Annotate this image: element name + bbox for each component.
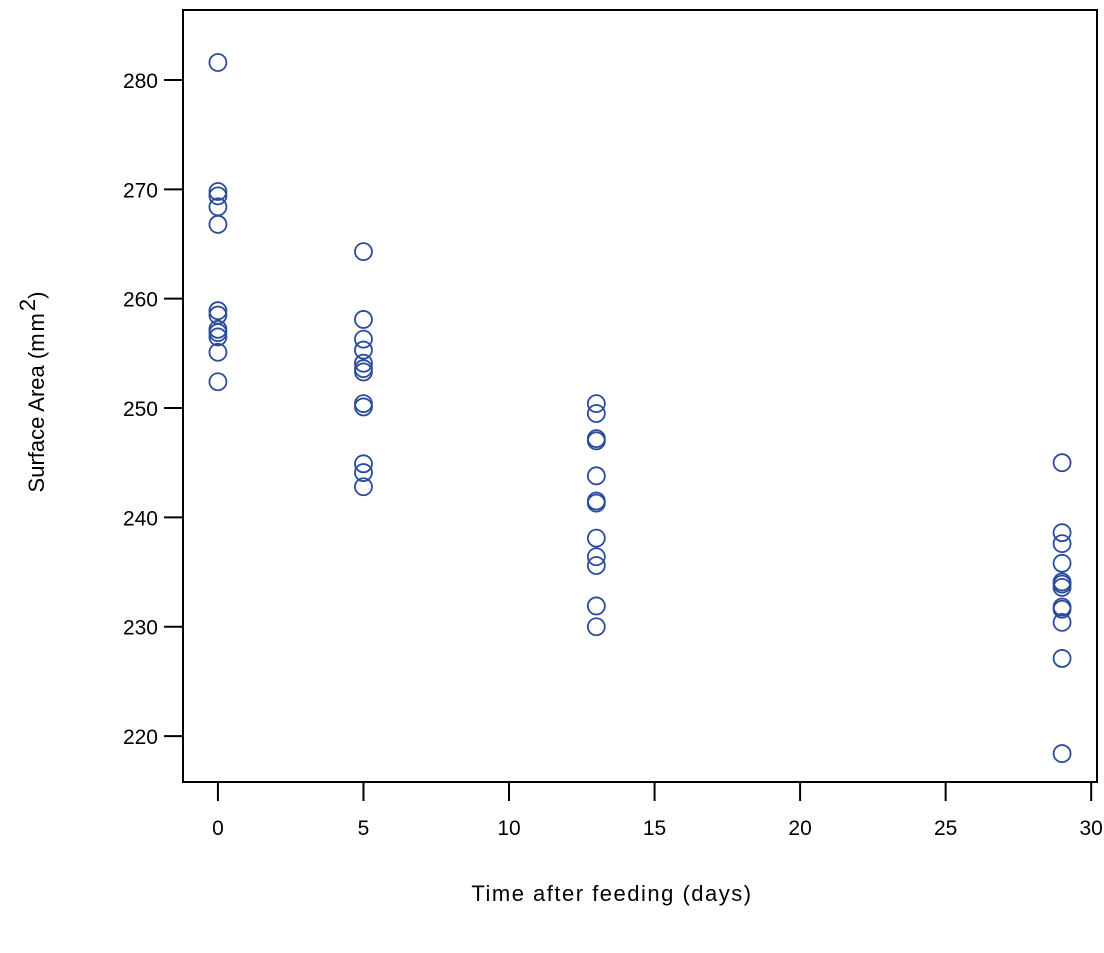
x-tick-label: 30 (1079, 817, 1102, 840)
data-point (208, 301, 228, 321)
data-point (208, 342, 228, 362)
plot-frame (182, 9, 1098, 783)
data-point (354, 454, 373, 474)
data-point (208, 327, 228, 347)
y-tick-label: 220 (123, 726, 158, 749)
data-point (586, 493, 606, 513)
y-tick-label: 240 (123, 507, 158, 530)
data-point (208, 323, 228, 342)
data-point (586, 466, 606, 486)
data-point (208, 182, 228, 201)
y-axis-title-superscript: 2 (15, 299, 40, 311)
y-axis-title-prefix: Surface Area ( (24, 351, 49, 492)
y-tick-label: 250 (123, 398, 158, 421)
data-point (208, 214, 228, 234)
data-point (354, 463, 373, 482)
data-point (1052, 599, 1072, 619)
x-tick-label: 5 (358, 817, 370, 840)
data-point (586, 404, 606, 423)
data-point (354, 397, 373, 417)
data-point (586, 394, 606, 414)
data-point (1052, 649, 1072, 668)
y-axis-title-suffix: ) (24, 292, 49, 299)
data-point (208, 186, 228, 206)
data-point (354, 362, 373, 382)
y-tick-label: 270 (123, 179, 158, 202)
y-tick-label: 280 (123, 70, 158, 93)
data-point (586, 528, 606, 548)
y-axis-title-unit: mm (24, 311, 49, 352)
data-point (354, 310, 373, 329)
data-point (354, 329, 373, 349)
data-point (208, 372, 228, 392)
y-tick-label: 260 (123, 289, 158, 312)
data-point (586, 431, 606, 451)
x-tick-label: 0 (212, 817, 224, 840)
x-tick-label: 15 (643, 817, 666, 840)
data-point (1052, 553, 1072, 573)
x-tick-label: 10 (497, 817, 520, 840)
data-point (1052, 612, 1072, 632)
data-point (1052, 577, 1072, 597)
data-point (1052, 744, 1072, 763)
data-point (586, 556, 606, 575)
data-points (208, 53, 1072, 763)
x-tick-label: 25 (934, 817, 957, 840)
x-axis: 0 5 10 15 20 25 30 (212, 782, 1103, 840)
y-axis: 220 230 240 250 260 270 280 (123, 70, 183, 749)
data-point (354, 477, 373, 497)
data-point (354, 242, 373, 262)
y-axis-title: Surface Area (mm2) (15, 292, 49, 493)
x-axis-title: Time after feeding (days) (471, 881, 752, 906)
y-tick-label: 230 (123, 617, 158, 640)
data-point (354, 340, 373, 360)
data-point (1052, 453, 1072, 473)
data-point (586, 547, 606, 567)
data-point (586, 617, 606, 637)
data-point (208, 53, 228, 72)
data-point (1052, 523, 1072, 543)
data-point (354, 353, 373, 373)
data-point (1052, 534, 1072, 554)
x-tick-label: 20 (788, 817, 811, 840)
data-point (586, 596, 606, 616)
